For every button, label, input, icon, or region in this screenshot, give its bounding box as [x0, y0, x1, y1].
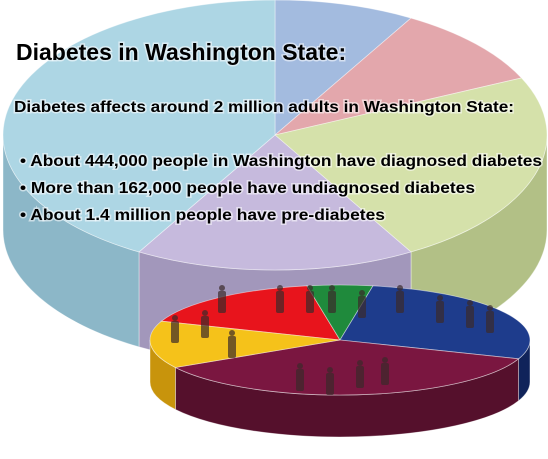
- large-pie-slice: [274, 77, 548, 253]
- figure-head: [357, 360, 363, 366]
- figure-head: [172, 315, 178, 321]
- large-pie-slice: [2, 0, 276, 253]
- large-pie-slice: [274, 0, 412, 136]
- figure-head: [229, 330, 235, 336]
- figure-head: [467, 300, 473, 306]
- figure-head: [327, 367, 333, 373]
- small-pie-slice: [174, 339, 520, 396]
- bullet: • More than 162,000 people have undiagno…: [20, 180, 475, 197]
- figure-body: [218, 291, 226, 313]
- figure-body: [328, 291, 336, 313]
- figure-body: [228, 336, 236, 358]
- small-pie-slice: [160, 285, 341, 341]
- figure-body: [381, 363, 389, 385]
- figure-body: [296, 369, 304, 391]
- subtitle: Diabetes affects around 2 million adults…: [14, 99, 514, 116]
- figure-body: [201, 316, 209, 338]
- figure-head: [202, 310, 208, 316]
- figure-head: [359, 290, 365, 296]
- small-pie-slice: [149, 320, 341, 368]
- figure-head: [297, 363, 303, 369]
- figure-head: [397, 285, 403, 291]
- figure-head: [219, 285, 225, 291]
- figure-body: [436, 301, 444, 323]
- figure-head: [329, 285, 335, 291]
- figure-body: [356, 366, 364, 388]
- figure-body: [276, 291, 284, 313]
- figure-body: [486, 311, 494, 333]
- figure-head: [487, 305, 493, 311]
- bullet: • About 1.4 million people have pre-diab…: [20, 207, 385, 224]
- figure-body: [466, 306, 474, 328]
- figure-head: [307, 285, 313, 291]
- small-pie-slice: [339, 285, 531, 360]
- figure-body: [326, 373, 334, 395]
- bullet: • About 444,000 people in Washington hav…: [20, 153, 542, 170]
- large-pie-slice: [274, 17, 523, 136]
- figure-body: [306, 291, 314, 313]
- figure-body: [358, 296, 366, 318]
- large-pie-slice: [138, 134, 412, 271]
- figure-head: [277, 285, 283, 291]
- pie-illustration: [2, 0, 548, 438]
- figure-body: [171, 321, 179, 343]
- title: Diabetes in Washington State:: [16, 39, 346, 65]
- figure-head: [437, 295, 443, 301]
- figure-body: [396, 291, 404, 313]
- figure-head: [382, 357, 388, 363]
